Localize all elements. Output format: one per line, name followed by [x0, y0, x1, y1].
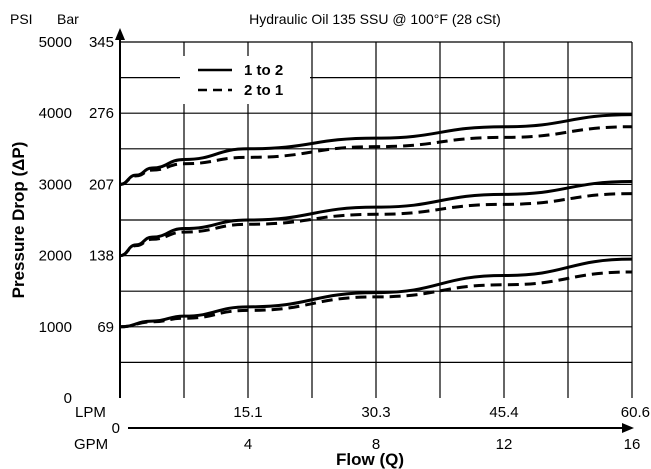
y-tick-label-psi: 5000 [39, 34, 72, 51]
y-tick-label-bar: 138 [89, 248, 114, 265]
x-axis-title: Flow (Q) [336, 450, 404, 469]
legend-box [180, 56, 310, 104]
y-tick-label-psi: 2000 [39, 248, 72, 265]
axes [115, 28, 634, 433]
series-lines [119, 113, 633, 329]
y-tick-label-bar: 345 [89, 34, 114, 51]
x-tick-label-lpm: 60.6 [621, 404, 650, 421]
y-tick-label-bar: 207 [89, 176, 114, 193]
chart-title: Hydraulic Oil 135 SSU @ 100°F (28 cSt) [249, 11, 501, 27]
x-tick-label-gpm: 4 [244, 436, 252, 453]
series-low-dashed-line [119, 270, 633, 329]
legend: 1 to 2 2 to 1 [180, 56, 310, 104]
y-tick-label-bar: 276 [89, 105, 114, 122]
x-unit-lpm: LPM [75, 404, 106, 421]
y-tick-label-psi: 1000 [39, 319, 72, 336]
x-tick-label-gpm: 16 [624, 436, 641, 453]
y-tick-label-psi: 4000 [39, 105, 72, 122]
y-tick-label-psi: 0 [64, 390, 72, 407]
x-tick-label-gpm: 12 [496, 436, 513, 453]
x-tick-label-gpm: 8 [372, 436, 380, 453]
grid [120, 41, 633, 398]
legend-label-1-to-2: 1 to 2 [244, 62, 283, 79]
y-axis-title: Pressure Drop (ΔP) [9, 142, 28, 299]
x-tick-label-lpm: 45.4 [489, 404, 518, 421]
x-axis-arrow [622, 423, 634, 433]
series-high-dashed-line [119, 125, 633, 186]
series-mid-dashed-line [119, 192, 633, 258]
legend-label-2-to-1: 2 to 1 [244, 82, 283, 99]
y-unit-bar: Bar [57, 11, 79, 27]
y-axis-arrow [115, 28, 125, 40]
x-tick-label-lpm: 15.1 [233, 404, 262, 421]
x-unit-gpm: GPM [74, 436, 108, 453]
y-tick-label-bar: 69 [97, 319, 114, 336]
tick-labels: 0 1000 2000 3000 4000 5000 69 138 207 276 345 15.1 3… [39, 34, 650, 453]
y-unit-psi: PSI [10, 11, 33, 27]
x-tick-label-lpm: 30.3 [361, 404, 390, 421]
x-tick-label-gpm: 0 [112, 420, 120, 437]
y-tick-label-psi: 3000 [39, 176, 72, 193]
